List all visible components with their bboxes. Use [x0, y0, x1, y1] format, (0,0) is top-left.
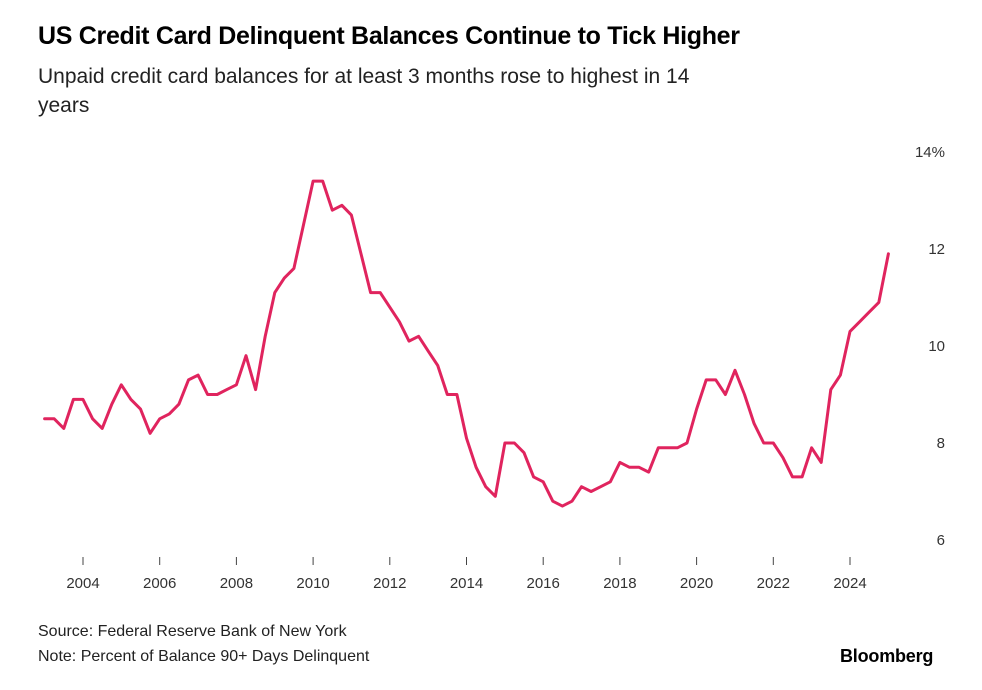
y-axis: 6 8 10 12 14%	[915, 144, 945, 549]
x-tick-label: 2016	[527, 575, 560, 592]
x-tick-label: 2022	[757, 575, 790, 592]
y-tick-label: 10	[928, 338, 945, 355]
chart-subtitle: Unpaid credit card balances for at least…	[38, 65, 690, 117]
bloomberg-logo: Bloomberg	[840, 646, 934, 666]
x-axis: 2004 2006 2008 2010 2012 2014 2016 2018 2020 2022…	[66, 557, 867, 592]
series-line	[43, 179, 890, 508]
y-tick-label: 14%	[915, 144, 945, 161]
source-note: Source: Federal Reserve Bank of New York	[38, 623, 347, 640]
footnote: Note: Percent of Balance 90+ Days Delinq…	[38, 648, 370, 665]
chart-title: US Credit Card Delinquent Balances Conti…	[38, 22, 740, 50]
x-tick-label: 2008	[220, 575, 253, 592]
x-tick-label: 2018	[603, 575, 636, 592]
x-tick-label: 2006	[143, 575, 176, 592]
x-tick-label: 2012	[373, 575, 406, 592]
y-tick-label: 12	[928, 241, 945, 258]
y-tick-label: 6	[937, 532, 945, 549]
x-tick-label: 2020	[680, 575, 713, 592]
x-tick-label: 2024	[833, 575, 866, 592]
y-tick-label: 8	[937, 435, 945, 452]
x-tick-label: 2010	[296, 575, 329, 592]
x-tick-label: 2014	[450, 575, 483, 592]
x-tick-label: 2004	[66, 575, 99, 592]
